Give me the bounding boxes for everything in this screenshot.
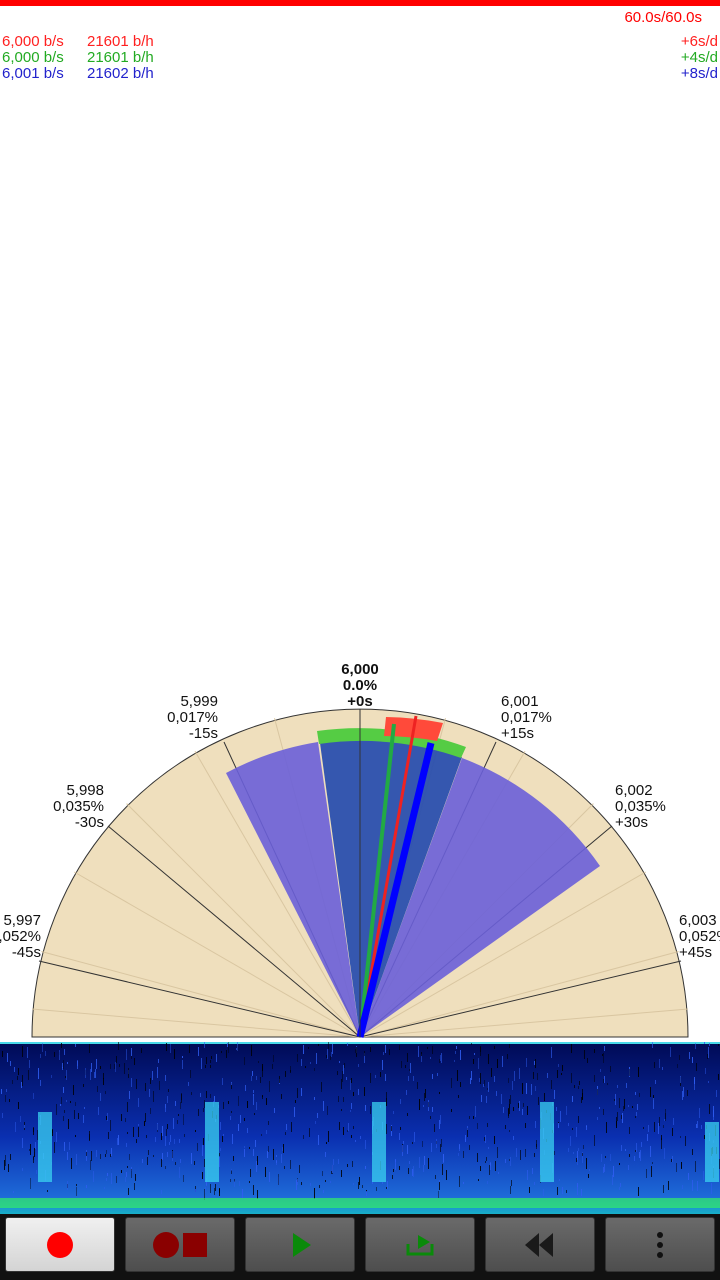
menu-button[interactable] (605, 1217, 715, 1272)
rewind-button[interactable] (485, 1217, 595, 1272)
offset-label: -45s (12, 944, 41, 961)
time-readout: 60.0s/60.0s (624, 9, 702, 26)
label-minus-30: 5,998 0,035% -30s (53, 782, 104, 831)
rate-label: 5,998 (66, 782, 104, 799)
spectrogram-baseline (0, 1198, 720, 1208)
spread-wedge-right (360, 758, 600, 1037)
rate-gauge: 6,000 0.0% +0s 5,999 0,017% -15s 6,001 0… (0, 661, 720, 1038)
label-plus-45: 6,003 0,052% +45s (679, 912, 720, 961)
spectrogram-beats (38, 1102, 719, 1182)
record-button[interactable] (5, 1217, 115, 1272)
offset-label: -15s (189, 725, 218, 742)
record-stop-icon (153, 1231, 207, 1258)
needle-green (358, 723, 396, 1038)
offset-label: +30s (615, 814, 648, 831)
beats-per-hour: 21601 b/h (87, 33, 154, 50)
beats-per-second: 6,000 b/s (2, 49, 64, 66)
status-accent-bar (0, 0, 720, 6)
more-vertical-icon (657, 1231, 663, 1258)
rate-label: 6,000 (341, 661, 379, 678)
rate-per-day: +6s/d (680, 33, 718, 50)
offset-label: +0s (347, 693, 372, 710)
loop-icon (406, 1234, 434, 1255)
spectrogram-noise (1, 1042, 720, 1200)
rate-per-day: +4s/d (680, 49, 718, 66)
percent-label: ,052% (0, 928, 41, 945)
percent-label: 0,035% (53, 798, 104, 815)
offset-label: +15s (501, 725, 534, 742)
play-icon (293, 1232, 311, 1257)
label-plus-15: 6,001 0,017% +15s (501, 693, 552, 742)
offset-label: +45s (679, 944, 712, 961)
toolbar (0, 1214, 720, 1280)
percent-label: 0,017% (167, 709, 218, 726)
rate-label: 6,001 (501, 693, 539, 710)
percent-label: 0.0% (343, 677, 377, 694)
record-dot-icon (47, 1231, 73, 1258)
label-minus-15: 5,999 0,017% -15s (167, 693, 218, 742)
spread-wedge-center (320, 739, 462, 1037)
play-button[interactable] (245, 1217, 355, 1272)
percent-label: 0,017% (501, 709, 552, 726)
rate-label: 6,002 (615, 782, 653, 799)
rewind-icon (525, 1232, 553, 1257)
label-center: 6,000 0.0% +0s (341, 661, 379, 710)
percent-label: 0,052% (679, 928, 720, 945)
spectrogram-top-edge (0, 1042, 720, 1044)
rate-label: 5,997 (3, 912, 41, 929)
rate-label: 6,003 (679, 912, 717, 929)
label-minus-45: 5,997 ,052% -45s (0, 912, 41, 961)
channel-row-green: 6,000 b/s 21601 b/h +4s/d (0, 50, 720, 66)
rate-label: 5,999 (180, 693, 218, 710)
offset-label: -30s (75, 814, 104, 831)
label-plus-30: 6,002 0,035% +30s (615, 782, 666, 831)
beats-per-second: 6,000 b/s (2, 33, 64, 50)
channel-row-blue: 6,001 b/s 21602 b/h +8s/d (0, 66, 720, 82)
channel-row-red: 6,000 b/s 21601 b/h +6s/d (0, 34, 720, 50)
beats-per-hour: 21602 b/h (87, 65, 154, 82)
spectrogram (0, 1042, 720, 1214)
record-stop-button[interactable] (125, 1217, 235, 1272)
rate-per-day: +8s/d (680, 65, 718, 82)
beats-per-hour: 21601 b/h (87, 49, 154, 66)
spread-wedge-left (226, 742, 360, 1037)
loop-button[interactable] (365, 1217, 475, 1272)
green-band (317, 728, 466, 758)
beats-per-second: 6,001 b/s (2, 65, 64, 82)
spectrogram-background (0, 1042, 720, 1214)
needle-blue (356, 742, 435, 1038)
percent-label: 0,035% (615, 798, 666, 815)
